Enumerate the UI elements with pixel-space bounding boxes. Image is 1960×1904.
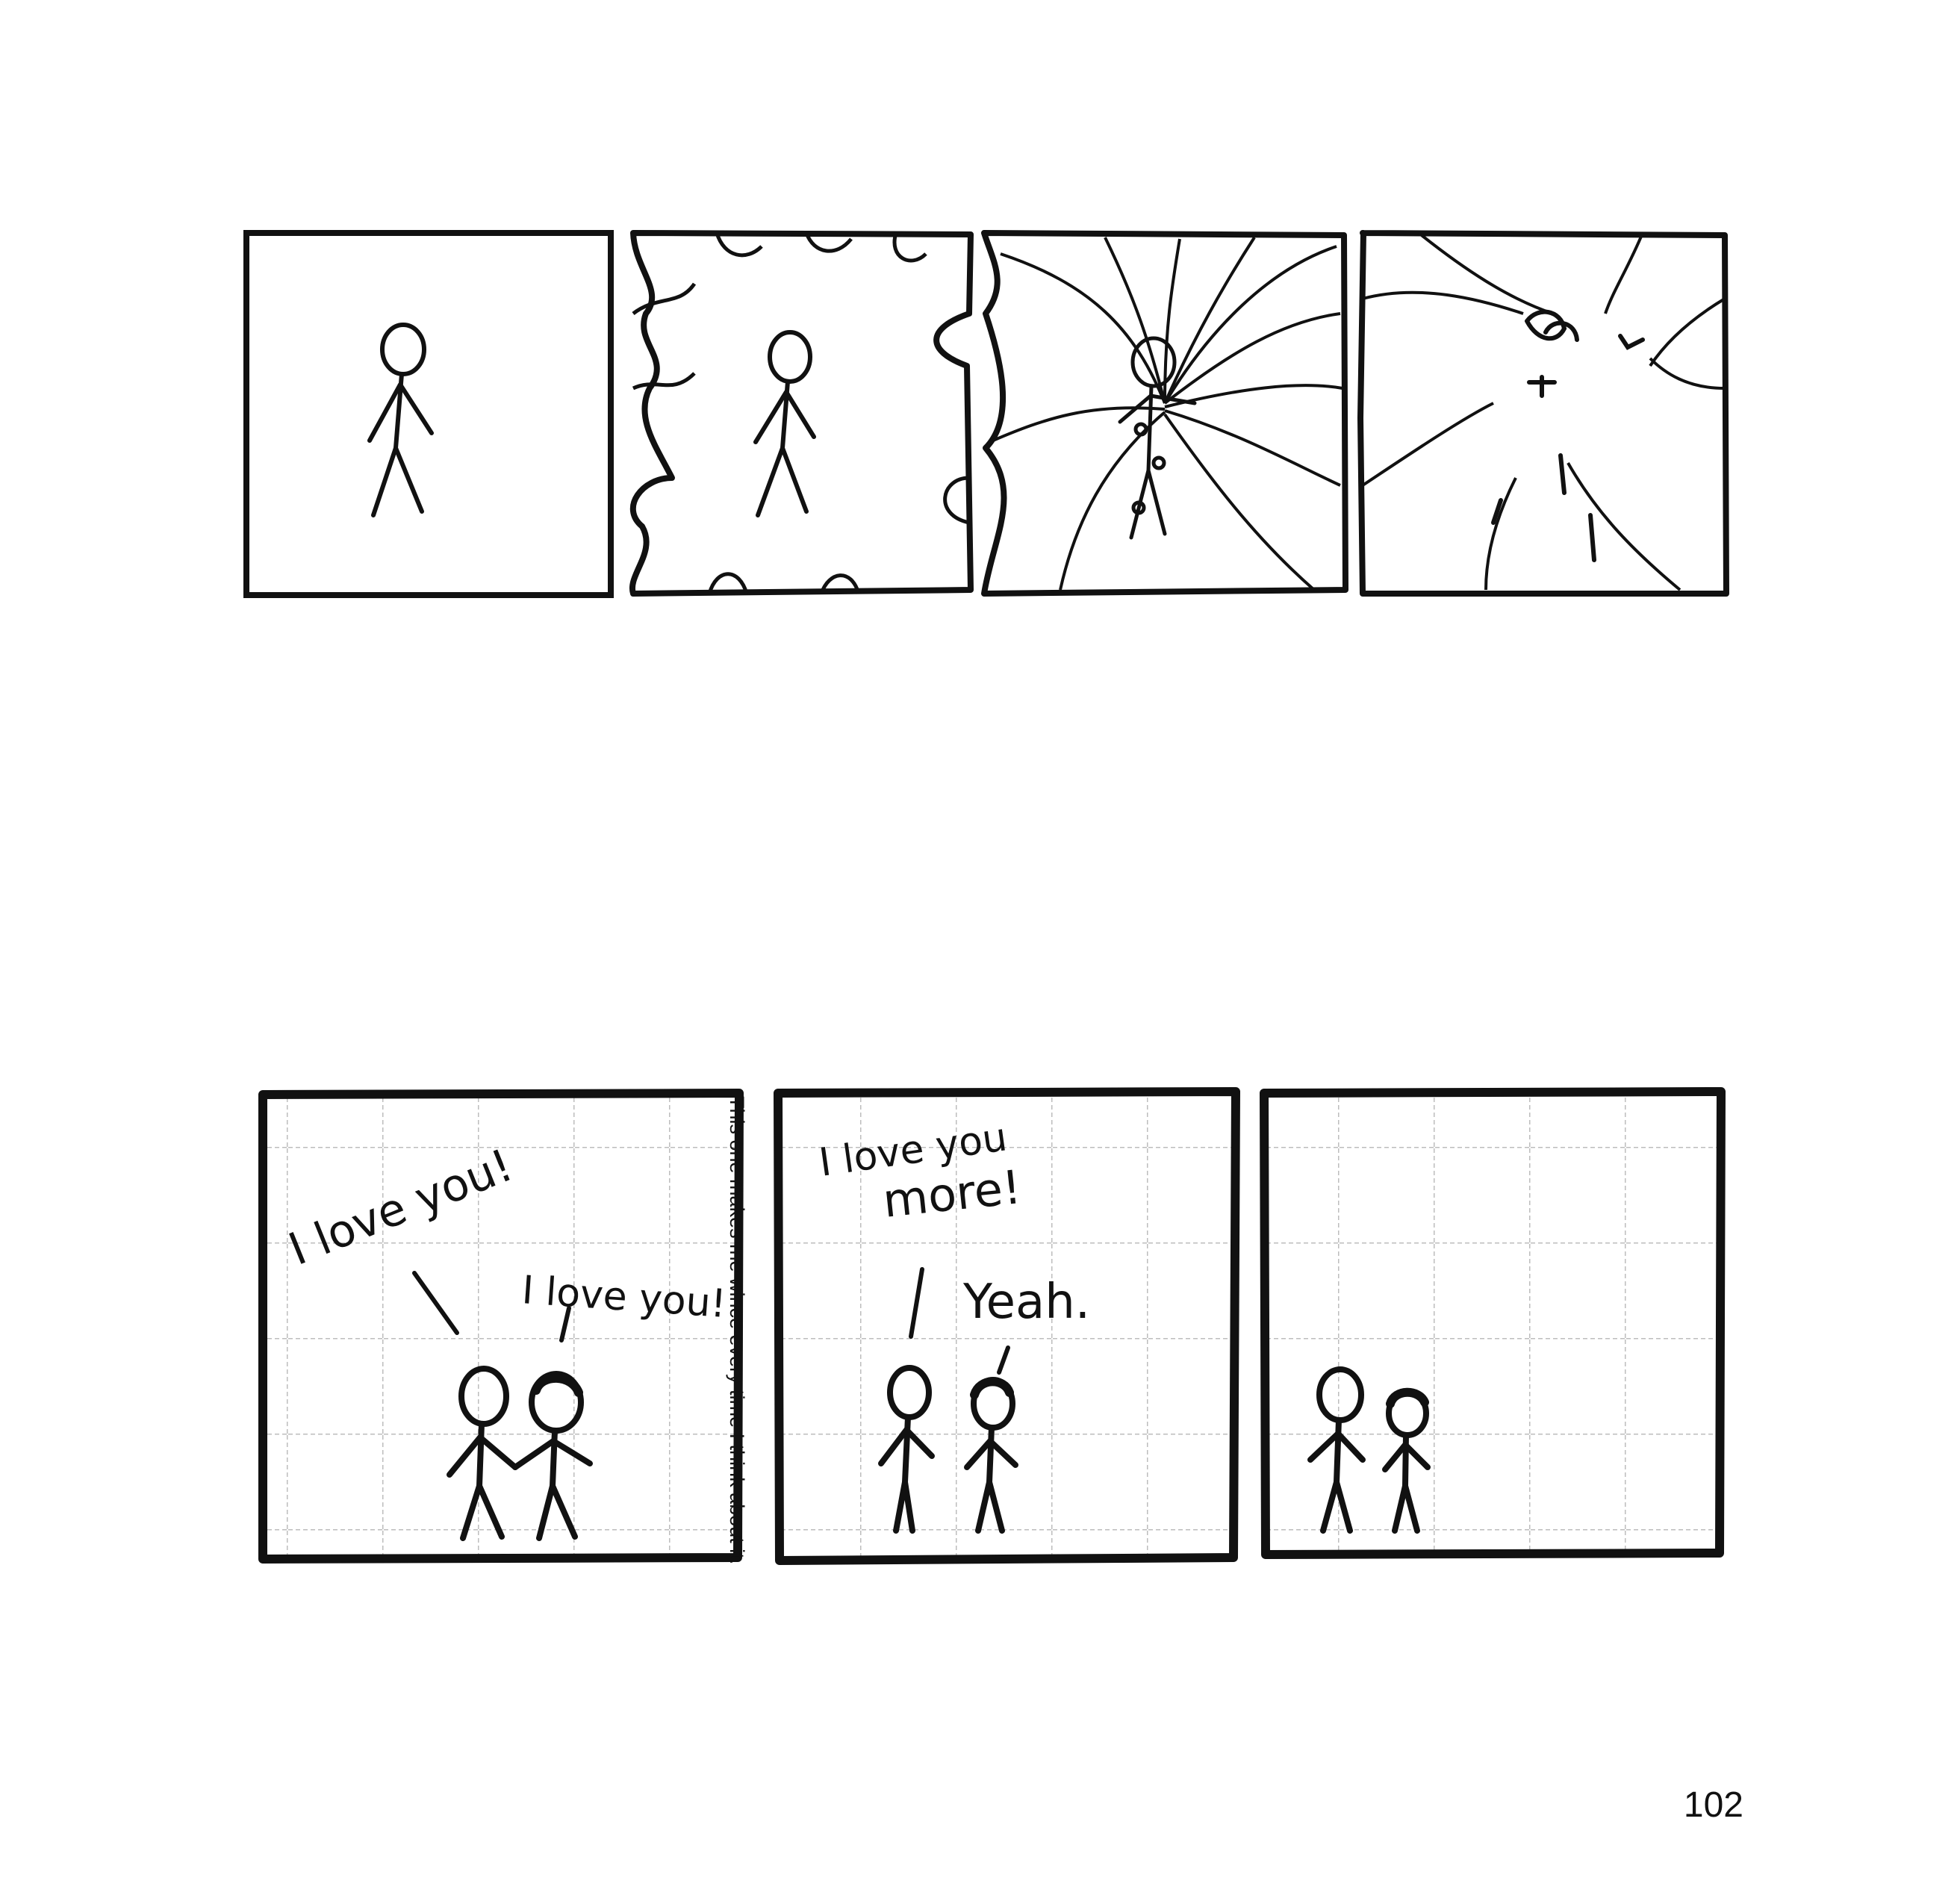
stick-figure-right: [512, 1371, 593, 1541]
stick-figure: [1118, 336, 1197, 540]
stick-figure-left: [1307, 1366, 1366, 1534]
top-strip: [243, 230, 1729, 598]
scattered-figure-parts: [1491, 309, 1645, 562]
speech-tail: [559, 1306, 571, 1343]
stick-figure-right: [1382, 1387, 1431, 1534]
bottom-panel-3: [1260, 1087, 1726, 1559]
speech-tail: [412, 1271, 459, 1335]
speech-tail: [909, 1267, 924, 1339]
stick-figure: [367, 323, 434, 517]
stick-figure: [753, 330, 816, 517]
stick-figure-left: [447, 1366, 518, 1541]
speech-right: Yeah.: [962, 1275, 1090, 1330]
side-note: This one makes me wince every time I thi…: [726, 1096, 748, 1565]
bottom-panel-2: I love you more! Yeah.: [774, 1087, 1240, 1565]
speech-tail: [997, 1345, 1010, 1375]
top-panel-1: [243, 230, 614, 598]
page-number: 102: [1683, 1785, 1743, 1825]
top-panel-4: [1357, 230, 1729, 597]
stick-figure-left: [878, 1365, 935, 1534]
stick-figure-right: [964, 1377, 1018, 1534]
bottom-panel-1: I love you! I love you!: [258, 1089, 744, 1564]
bottom-strip: I love you! I love you!: [258, 1087, 1726, 1565]
top-panel-2: [629, 230, 974, 597]
top-panel-3: [981, 230, 1348, 597]
